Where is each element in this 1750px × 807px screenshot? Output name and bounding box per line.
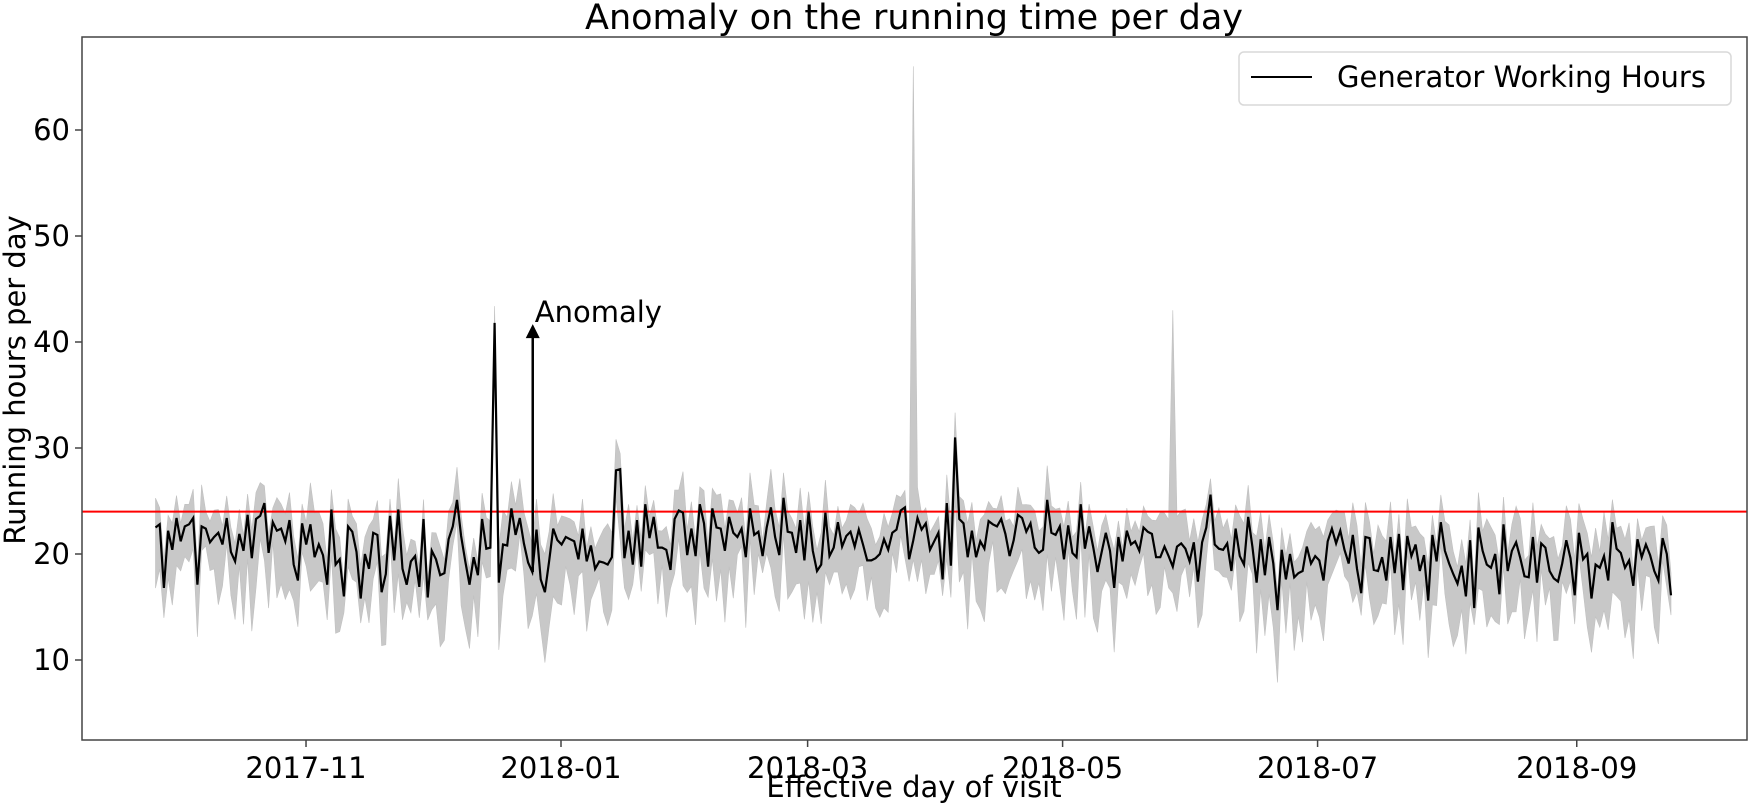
- legend[interactable]: Generator Working Hours: [1238, 51, 1732, 106]
- y-axis: 10 20 30 40 50 60: [33, 113, 82, 677]
- plot-area: [82, 66, 1747, 683]
- arrow-head-icon: [525, 324, 540, 339]
- x-tick-label: 2018-03: [747, 751, 868, 785]
- x-axis-label: Effective day of visit: [766, 770, 1061, 804]
- y-tick-label: 10: [33, 643, 70, 677]
- y-tick-label: 40: [33, 325, 70, 359]
- x-axis: 2017-11 2018-01 2018-03 2018-05 2018-07 2018-…: [245, 740, 1637, 785]
- anomaly-annotation: Anomaly: [525, 295, 662, 573]
- axes-frame: [81, 36, 1748, 741]
- y-tick-label: 20: [33, 537, 70, 571]
- legend-entry-generator-working-hours: Generator Working Hours: [1337, 60, 1706, 94]
- x-tick-label: 2018-07: [1257, 751, 1378, 785]
- chart-title: Anomaly on the running time per day: [585, 0, 1243, 38]
- x-tick-label: 2017-11: [245, 751, 366, 785]
- y-tick-label: 60: [33, 113, 70, 147]
- legend-box: [1238, 51, 1732, 106]
- x-tick-label: 2018-01: [500, 751, 621, 785]
- y-axis-label: Running hours per day: [0, 215, 32, 545]
- y-tick-label: 30: [33, 431, 70, 465]
- x-tick-label: 2018-09: [1516, 751, 1637, 785]
- annotation-label: Anomaly: [535, 295, 662, 329]
- confidence-band: [155, 66, 1672, 683]
- series-line-generator-working-hours: [154, 322, 1673, 611]
- y-tick-label: 50: [33, 219, 70, 253]
- x-tick-label: 2018-05: [1002, 751, 1123, 785]
